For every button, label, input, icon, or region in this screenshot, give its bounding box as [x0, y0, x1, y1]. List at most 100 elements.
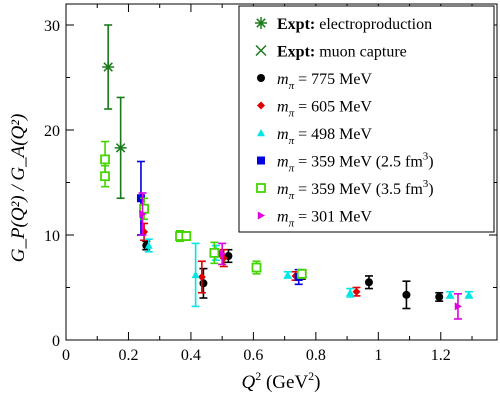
diamond-marker — [352, 287, 361, 296]
legend-label-symbol: m — [277, 154, 289, 171]
legend-box — [238, 5, 495, 233]
triangle-marker — [446, 290, 455, 299]
legend-label: Expt: muon capture — [277, 44, 407, 61]
series-group — [100, 140, 307, 279]
data-point — [224, 248, 233, 264]
data-point — [352, 286, 361, 297]
legend-entry: Expt: electroproduction — [255, 16, 432, 33]
legend-label-superscript: 3 — [423, 151, 429, 163]
legend-label-rest: = 605 MeV — [294, 99, 372, 116]
data-point — [138, 192, 147, 236]
legend-entry: mπ = 359 MeV (3.5 fm3) — [256, 178, 434, 202]
open-square-marker — [296, 268, 307, 279]
legend-label-rest: muon capture — [315, 44, 407, 61]
triangle-marker — [346, 288, 355, 296]
legend-label-rest: = 301 MeV — [294, 209, 372, 226]
triangle-right-marker — [257, 211, 265, 220]
data-point — [144, 238, 153, 253]
y-tick-label: 30 — [44, 18, 60, 35]
open-square-marker — [100, 154, 110, 165]
data-point — [100, 164, 110, 188]
open-square-marker — [100, 171, 110, 182]
asterisk-marker-stroke — [103, 62, 113, 72]
legend-entry: mπ = 359 MeV (2.5 fm3) — [257, 151, 434, 175]
legend-label-rest: electroproduction — [315, 16, 432, 33]
legend-label: mπ = 301 MeV — [277, 209, 372, 230]
data-point — [191, 242, 200, 308]
circle-marker — [402, 290, 411, 299]
legend-label: mπ = 605 MeV — [277, 99, 372, 120]
data-point — [181, 231, 192, 242]
square-marker — [257, 156, 265, 165]
open-square-marker — [181, 231, 192, 241]
legend-label-subscript: π — [289, 190, 295, 202]
data-point — [364, 275, 373, 290]
circle-marker — [257, 74, 265, 82]
x-tick-label: 1 — [374, 347, 382, 364]
diamond-marker — [197, 273, 206, 281]
data-markers — [100, 24, 473, 320]
legend-label-rest: = 498 MeV — [294, 126, 372, 143]
legend-label-symbol: m — [277, 181, 289, 198]
asterisk-marker-stroke — [115, 143, 126, 153]
legend-label-superscript: 3 — [423, 178, 429, 190]
x-axis-label: Q2 (GeV2) — [241, 369, 320, 393]
data-point — [402, 280, 411, 310]
data-point — [102, 24, 115, 110]
legend-label: mπ = 498 MeV — [277, 126, 372, 147]
y-tick-label: 20 — [44, 123, 60, 140]
legend-entry: mπ = 301 MeV — [257, 209, 372, 230]
asterisk-marker-stroke — [256, 18, 266, 28]
data-point — [199, 267, 208, 299]
triangle-marker — [464, 290, 473, 299]
data-point — [346, 287, 355, 298]
legend-label: mπ = 775 MeV — [277, 71, 372, 92]
triangle-right-marker — [139, 210, 147, 218]
x-tick-label: 0.4 — [181, 347, 201, 364]
open-square-marker — [251, 262, 262, 273]
legend-label-subscript: π — [289, 135, 295, 147]
series-group — [140, 222, 361, 297]
y-tick-label: 10 — [44, 228, 60, 245]
legend-label-subscript: π — [289, 80, 295, 92]
legend-label: Expt: electroproduction — [277, 16, 432, 33]
data-point — [251, 260, 262, 275]
triangle-marker — [257, 129, 265, 137]
legend-entry: mπ = 498 MeV — [257, 126, 372, 147]
data-point — [464, 290, 473, 299]
legend-label: mπ = 359 MeV (3.5 fm3) — [277, 178, 434, 202]
triangle-marker — [144, 241, 153, 249]
legend-label-subscript: π — [289, 163, 295, 175]
series-group — [102, 24, 127, 200]
x-tick-label: 1.2 — [431, 347, 451, 364]
series-group — [144, 238, 473, 308]
axes: 0 0.2 0.4 0.6 0.8 1 1.2 0 10 20 30 — [44, 4, 497, 364]
circle-marker — [364, 278, 373, 287]
x-tick-label: 0.6 — [243, 347, 263, 364]
x-tick-label: 0.8 — [306, 347, 326, 364]
legend-label-rest: = 359 MeV (3.5 fm — [294, 181, 423, 198]
legend-label-close: ) — [428, 181, 433, 198]
data-point — [114, 96, 127, 200]
legend-label-subscript: π — [289, 218, 295, 230]
plot-frame — [65, 3, 498, 341]
x-tick-label: 0 — [62, 347, 70, 364]
data-point — [435, 291, 444, 302]
data-point — [197, 260, 206, 294]
data-point — [453, 292, 462, 320]
data-point — [218, 242, 227, 266]
y-tick-label: 0 — [52, 333, 60, 350]
legend-label-bold: Expt: — [277, 16, 315, 33]
open-square-marker — [256, 183, 266, 193]
series-group — [138, 192, 462, 320]
x-tick-label: 0.2 — [118, 347, 138, 364]
legend-entry: mπ = 775 MeV — [257, 71, 372, 92]
data-point — [283, 270, 292, 279]
data-point — [446, 290, 455, 299]
legend-entry: Expt: muon capture — [255, 44, 407, 61]
legend-entry: mπ = 605 MeV — [257, 99, 372, 120]
legend-label-subscript: π — [289, 108, 295, 120]
triangle-marker — [283, 270, 292, 279]
data-point — [209, 241, 220, 265]
